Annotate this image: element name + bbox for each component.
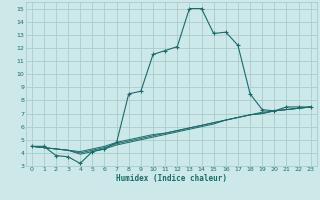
X-axis label: Humidex (Indice chaleur): Humidex (Indice chaleur) bbox=[116, 174, 227, 183]
